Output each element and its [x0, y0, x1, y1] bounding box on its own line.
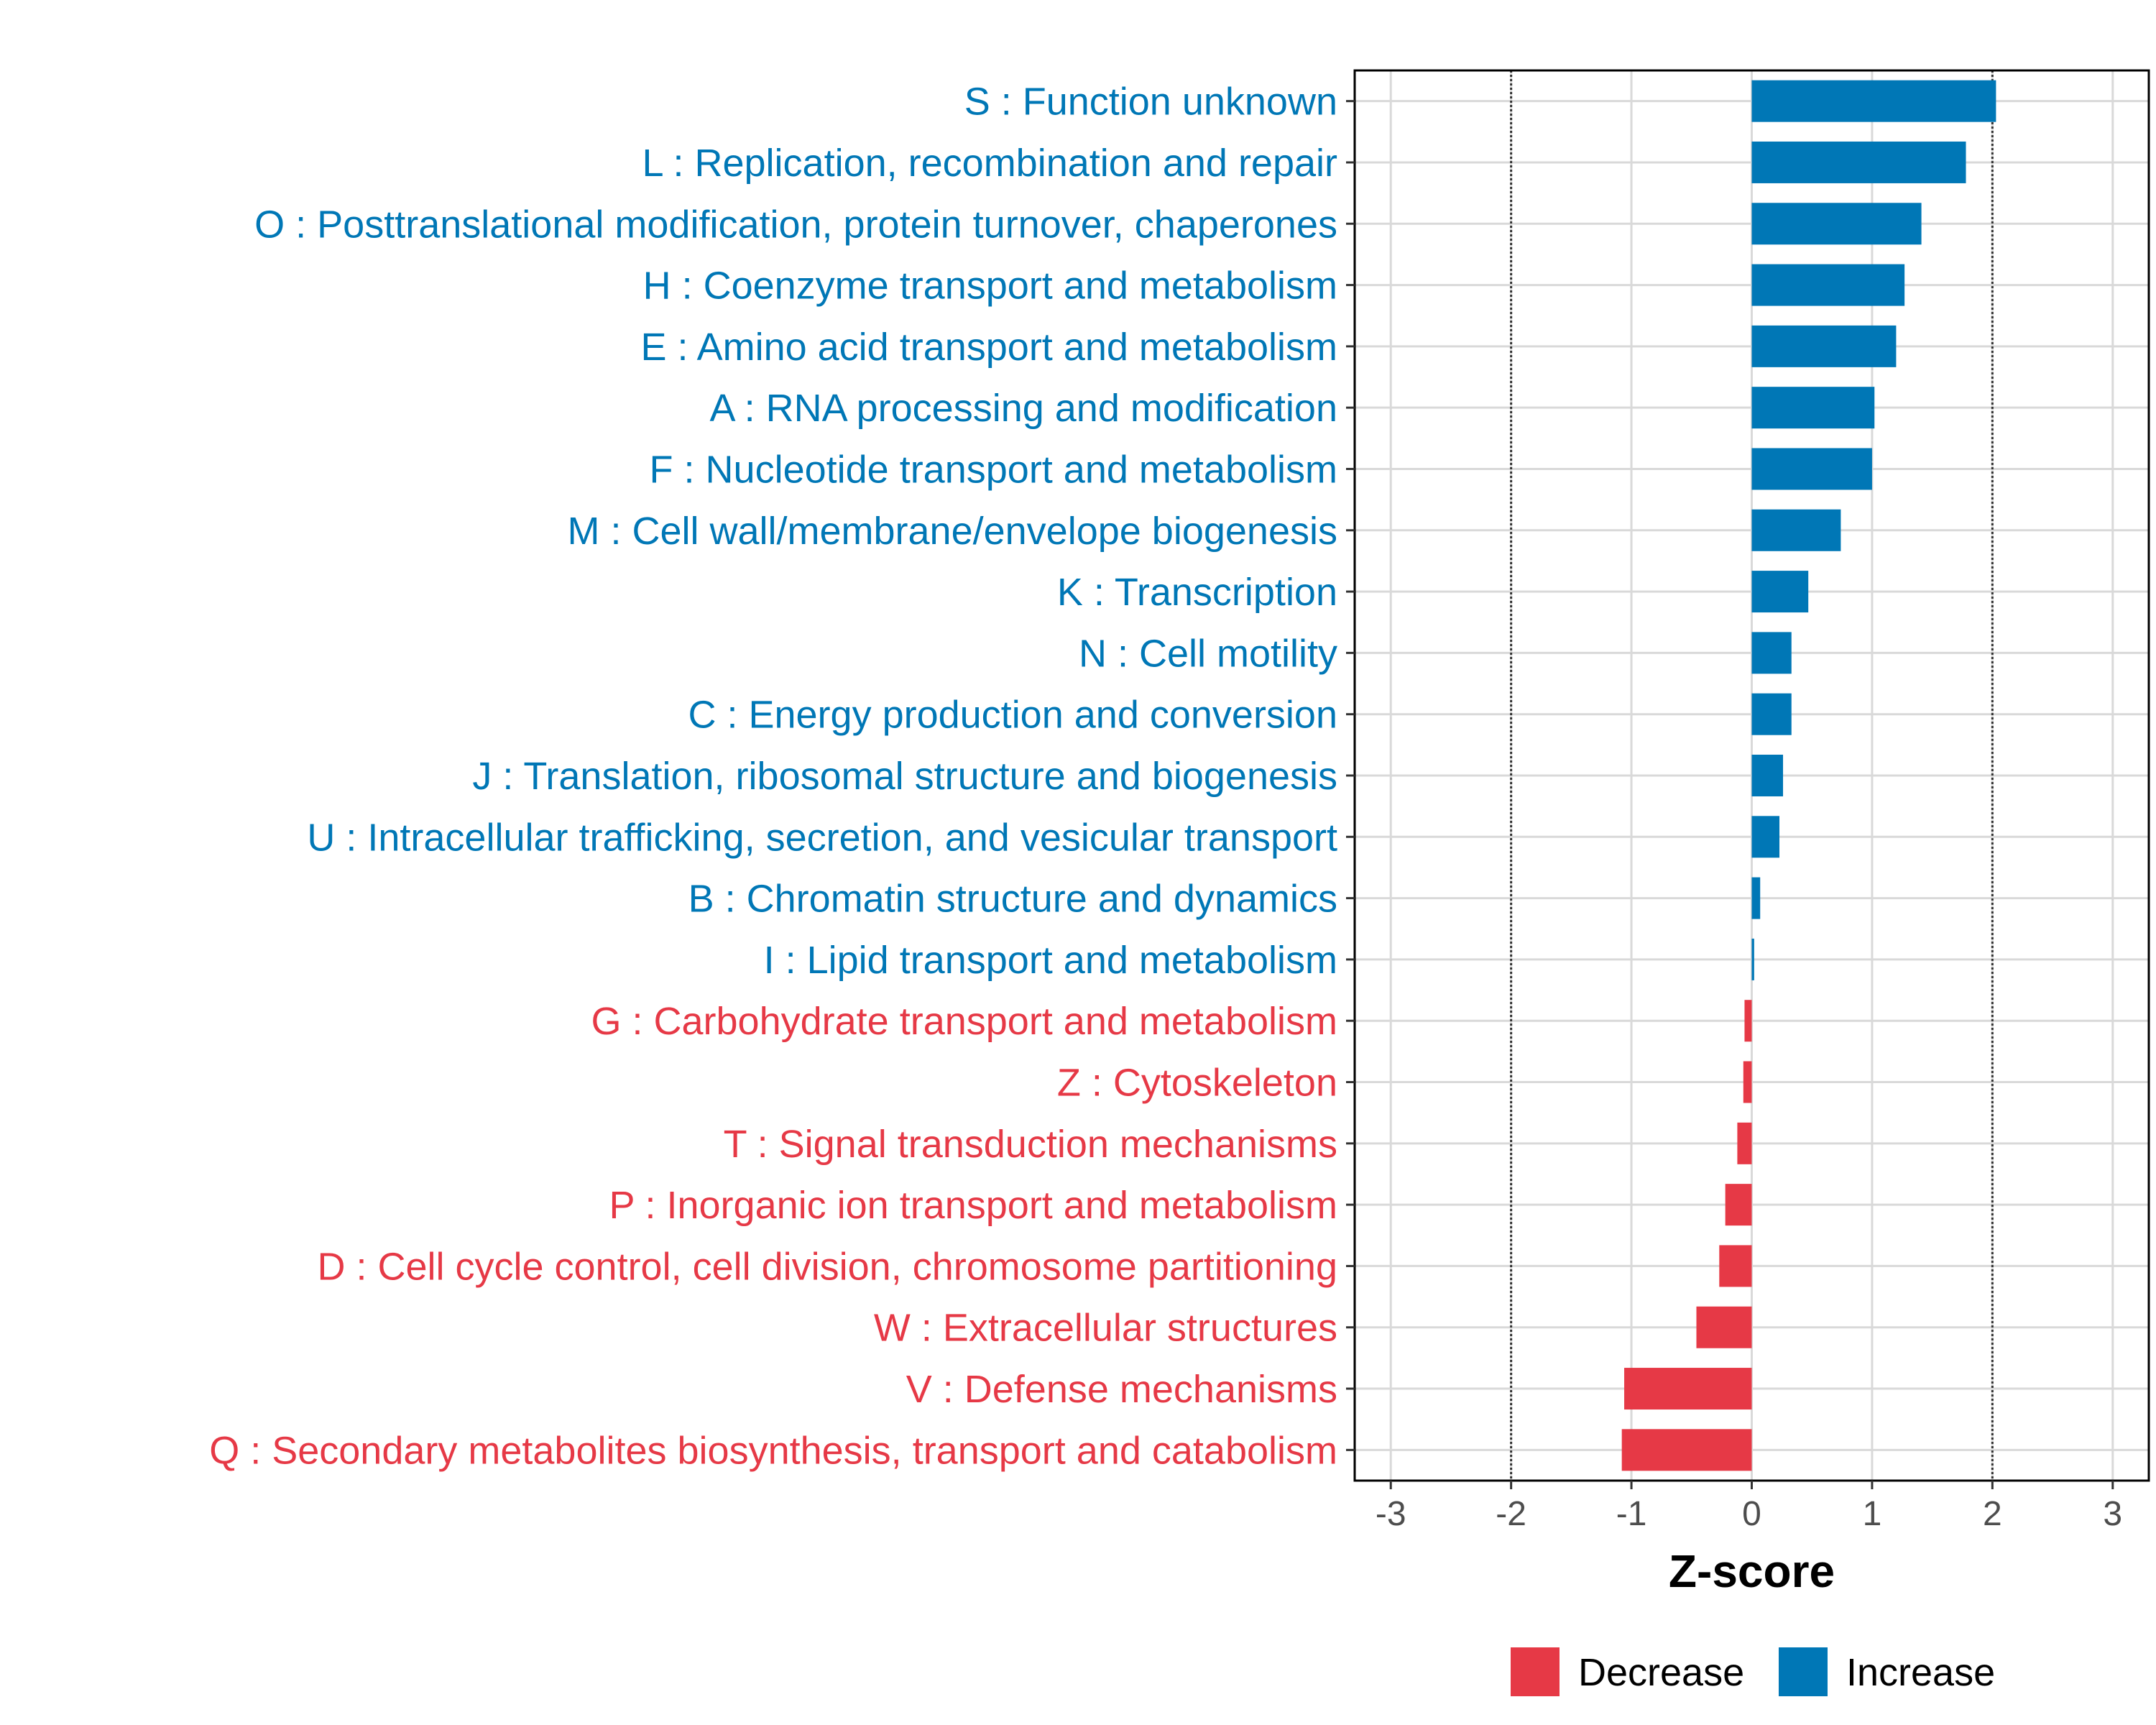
category-label: L : Replication, recombination and repai…	[642, 142, 1337, 185]
category-label: U : Intracellular trafficking, secretion…	[307, 816, 1337, 859]
bar	[1751, 877, 1761, 919]
bar	[1751, 264, 1905, 306]
category-label: E : Amino acid transport and metabolism	[641, 326, 1337, 369]
x-tick-label: 2	[1983, 1495, 2002, 1533]
x-tick-label: 3	[2103, 1495, 2122, 1533]
bar	[1737, 1122, 1752, 1164]
bar	[1696, 1306, 1752, 1348]
x-tick-label: -3	[1376, 1495, 1406, 1533]
x-tick-label: -1	[1616, 1495, 1647, 1533]
x-tick-label: 0	[1742, 1495, 1761, 1533]
category-label: V : Defense mechanisms	[906, 1368, 1337, 1411]
x-axis-ticks: -3 -2 -1 0 1 2 3	[1376, 1481, 2122, 1533]
category-label: K : Transcription	[1057, 571, 1337, 614]
category-label: P : Inorganic ion transport and metaboli…	[609, 1184, 1337, 1227]
bar	[1751, 203, 1922, 245]
category-label: M : Cell wall/membrane/envelope biogenes…	[567, 510, 1337, 553]
bar	[1744, 1000, 1752, 1042]
threshold-lines	[1510, 70, 1994, 1481]
category-label: Z : Cytoskeleton	[1057, 1062, 1337, 1105]
category-label: A : RNA processing and modification	[710, 387, 1337, 430]
category-label: B : Chromatin structure and dynamics	[688, 878, 1337, 921]
bar	[1725, 1184, 1752, 1226]
legend-swatch-decrease	[1511, 1647, 1560, 1696]
category-label: T : Signal transduction mechanisms	[724, 1123, 1337, 1166]
category-label: Q : Secondary metabolites biosynthesis, …	[209, 1429, 1337, 1472]
bar	[1751, 632, 1792, 674]
category-label: D : Cell cycle control, cell division, c…	[317, 1245, 1337, 1288]
category-label: N : Cell motility	[1079, 632, 1337, 675]
bar	[1751, 938, 1754, 980]
bar	[1751, 571, 1809, 613]
bar	[1751, 693, 1792, 735]
category-label: W : Extracellular structures	[874, 1307, 1337, 1350]
category-label: O : Posttranslational modification, prot…	[254, 203, 1337, 246]
bar	[1719, 1245, 1752, 1287]
category-label: J : Translation, ribosomal structure and…	[472, 755, 1337, 798]
x-tick-label: -2	[1496, 1495, 1526, 1533]
bar	[1621, 1429, 1752, 1471]
bar	[1751, 509, 1841, 551]
bar	[1624, 1368, 1752, 1410]
bar	[1751, 448, 1872, 490]
legend-label: Increase	[1846, 1651, 1995, 1694]
bar	[1751, 325, 1897, 367]
bars	[1621, 80, 1996, 1471]
x-tick-label: 1	[1863, 1495, 1882, 1533]
y-axis-ticks	[1346, 100, 1355, 1451]
bar	[1751, 816, 1780, 858]
category-labels: S : Function unknown L : Replication, rec…	[209, 80, 1337, 1473]
category-label: I : Lipid transport and metabolism	[764, 939, 1337, 982]
bar	[1751, 387, 1875, 429]
category-label: G : Carbohydrate transport and metabolis…	[591, 1000, 1338, 1043]
legend-label: Decrease	[1578, 1651, 1744, 1694]
bar	[1751, 754, 1784, 797]
legend-swatch-increase	[1779, 1647, 1828, 1696]
category-label: C : Energy production and conversion	[688, 694, 1337, 737]
legend: Decrease Increase	[1511, 1647, 1995, 1696]
bar	[1751, 141, 1966, 183]
category-label: S : Function unknown	[964, 80, 1337, 124]
category-label: H : Coenzyme transport and metabolism	[643, 264, 1337, 308]
bar	[1751, 80, 1996, 122]
bar	[1743, 1061, 1752, 1103]
category-label: F : Nucleotide transport and metabolism	[650, 448, 1337, 491]
x-axis-title: Z-score	[1669, 1545, 1835, 1597]
